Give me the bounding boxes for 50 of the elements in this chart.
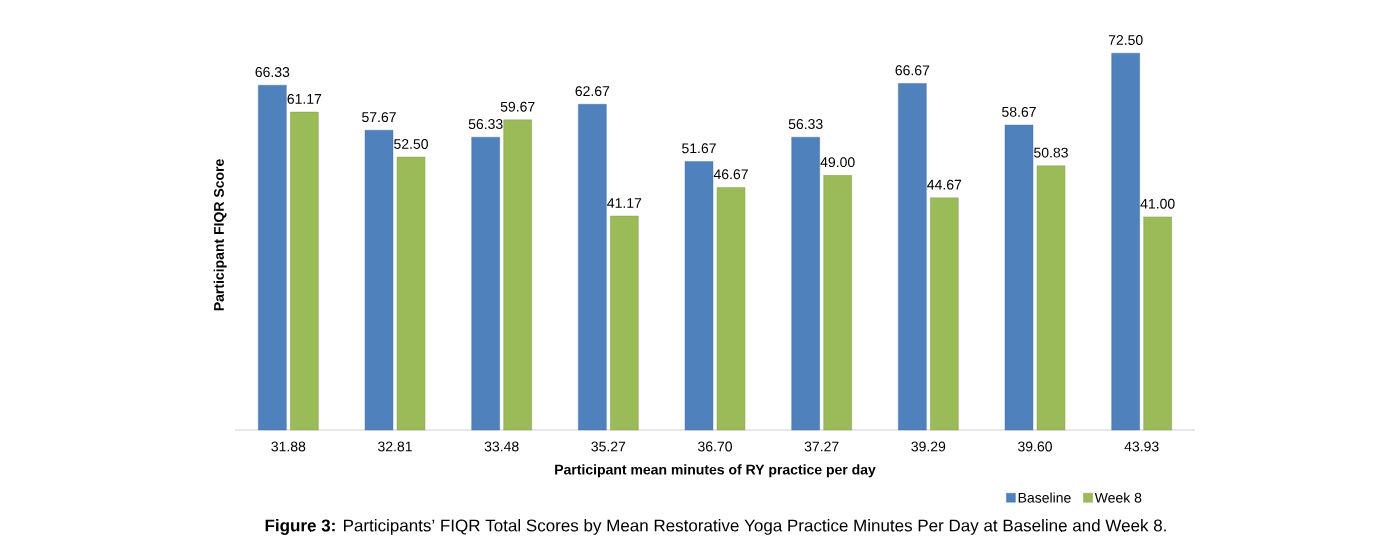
data-label: 59.67 bbox=[500, 101, 535, 112]
x-tick-label: 31.88 bbox=[271, 441, 306, 452]
bar bbox=[364, 130, 394, 431]
x-tick-label: 32.81 bbox=[378, 441, 412, 452]
bar bbox=[503, 119, 532, 431]
x-tick-label: 36.70 bbox=[698, 441, 732, 452]
x-tick-label: 35.27 bbox=[591, 441, 626, 452]
data-label: 56.33 bbox=[468, 119, 503, 130]
data-label: 51.67 bbox=[682, 143, 716, 154]
data-label: 41.00 bbox=[1140, 198, 1175, 209]
data-label: 66.33 bbox=[255, 67, 290, 78]
x-tick-label: 39.60 bbox=[1018, 441, 1052, 452]
legend-label: Baseline bbox=[1018, 492, 1071, 503]
data-label: 72.50 bbox=[1108, 35, 1143, 45]
legend-label: Week 8 bbox=[1094, 492, 1142, 503]
y-axis-title: Participant FIQR Score bbox=[213, 159, 227, 311]
bar bbox=[930, 197, 959, 431]
data-label: 57.67 bbox=[362, 112, 396, 123]
bar bbox=[396, 156, 426, 431]
bar bbox=[290, 111, 319, 431]
data-label: 66.67 bbox=[895, 65, 930, 76]
bar bbox=[1143, 216, 1172, 431]
data-label: 49.00 bbox=[820, 157, 855, 168]
bar bbox=[1111, 52, 1140, 431]
bar bbox=[258, 85, 287, 431]
data-label: 62.67 bbox=[575, 86, 610, 97]
x-axis-title: Participant mean minutes of RY practice per day bbox=[555, 464, 876, 478]
data-label: 41.17 bbox=[607, 198, 642, 208]
x-tick-label: 37.27 bbox=[804, 441, 839, 452]
text: Figure 3: Participants’ FIQR Total Scores by Mean Restorative Yoga Practice Minutes Per Day at Baseline and Week 8. bbox=[265, 519, 1166, 535]
x-tick-label: 43.93 bbox=[1124, 441, 1159, 452]
data-label: 56.33 bbox=[788, 119, 823, 130]
x-tick-label: 33.48 bbox=[484, 441, 519, 452]
bar bbox=[898, 83, 927, 431]
data-label: 52.50 bbox=[394, 139, 428, 149]
x-tick-label: 39.29 bbox=[911, 441, 946, 452]
bar bbox=[578, 104, 607, 431]
bar bbox=[791, 137, 820, 431]
bar bbox=[684, 161, 714, 431]
bar bbox=[716, 187, 746, 431]
data-label: 50.83 bbox=[1034, 147, 1068, 158]
bar bbox=[1036, 165, 1066, 431]
data-label: 58.67 bbox=[1002, 106, 1036, 117]
data-label: 44.67 bbox=[927, 179, 962, 190]
bar bbox=[1004, 124, 1034, 431]
bar bbox=[471, 137, 500, 431]
data-label: 46.67 bbox=[713, 169, 748, 180]
bar bbox=[823, 175, 852, 431]
data-label: 61.17 bbox=[287, 93, 322, 104]
bar bbox=[610, 215, 639, 431]
